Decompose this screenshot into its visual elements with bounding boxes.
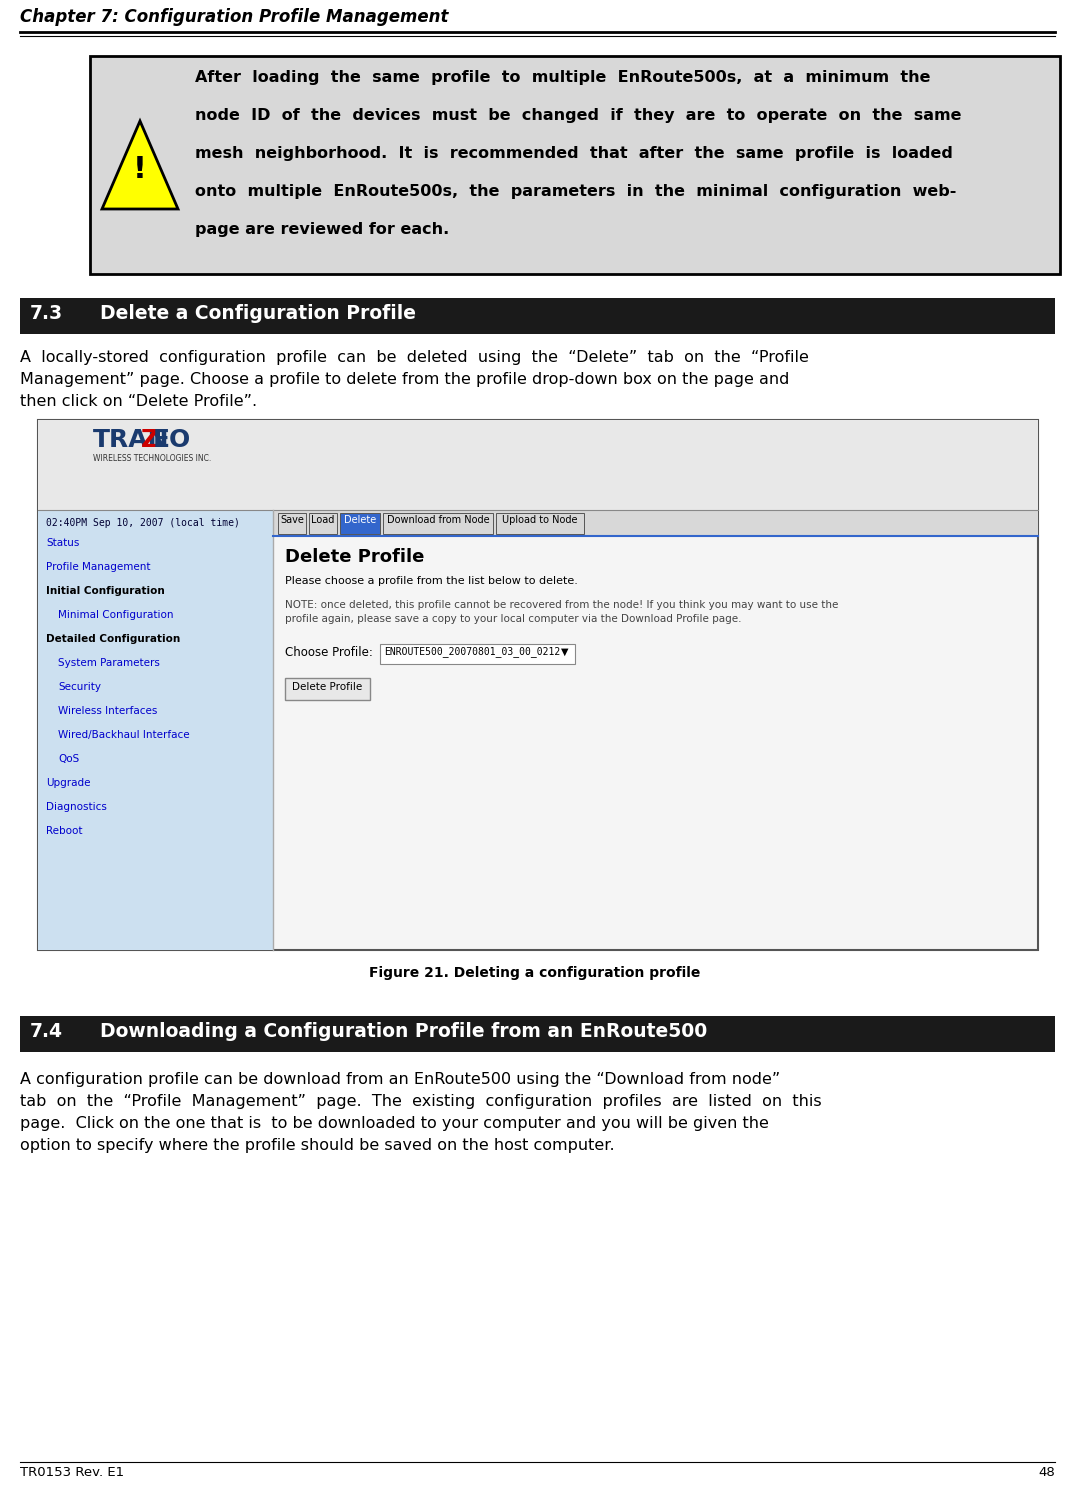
Bar xyxy=(20,298,1055,334)
Text: System Parameters: System Parameters xyxy=(58,658,160,668)
Bar xyxy=(383,513,493,534)
Text: Load: Load xyxy=(312,515,334,525)
Text: ENROUTE500_20070801_03_00_0212: ENROUTE500_20070801_03_00_0212 xyxy=(384,646,560,656)
Text: Please choose a profile from the list below to delete.: Please choose a profile from the list be… xyxy=(285,576,578,586)
Bar xyxy=(285,677,369,700)
Text: 7.3: 7.3 xyxy=(30,304,63,322)
Text: After  loading  the  same  profile  to  multiple  EnRoute500s,  at  a  minimum  : After loading the same profile to multip… xyxy=(195,70,931,85)
Text: Security: Security xyxy=(58,682,101,692)
Text: NOTE: once deleted, this profile cannot be recovered from the node! If you think: NOTE: once deleted, this profile cannot … xyxy=(285,600,839,610)
Text: WIRELESS TECHNOLOGIES INC.: WIRELESS TECHNOLOGIES INC. xyxy=(93,454,211,463)
Text: page.  Click on the one that is  to be downloaded to your computer and you will : page. Click on the one that is to be dow… xyxy=(20,1116,769,1131)
Text: Profile Management: Profile Management xyxy=(46,562,151,571)
Text: option to specify where the profile should be saved on the host computer.: option to specify where the profile shou… xyxy=(20,1138,615,1153)
Bar xyxy=(273,510,1038,536)
Text: onto  multiple  EnRoute500s,  the  parameters  in  the  minimal  configuration  : onto multiple EnRoute500s, the parameter… xyxy=(195,184,956,198)
Text: Upgrade: Upgrade xyxy=(46,777,91,788)
Text: TRAN: TRAN xyxy=(93,428,169,452)
Polygon shape xyxy=(102,121,178,209)
Bar xyxy=(380,645,575,664)
Text: Diagnostics: Diagnostics xyxy=(46,803,107,812)
Text: Delete Profile: Delete Profile xyxy=(285,548,424,565)
Bar xyxy=(37,510,273,950)
Text: EO: EO xyxy=(153,428,192,452)
Bar xyxy=(20,1016,1055,1052)
Bar xyxy=(340,513,380,534)
Text: then click on “Delete Profile”.: then click on “Delete Profile”. xyxy=(20,394,257,409)
Text: TR0153 Rev. E1: TR0153 Rev. E1 xyxy=(20,1467,124,1479)
Text: Choose Profile:: Choose Profile: xyxy=(285,646,373,659)
Text: page are reviewed for each.: page are reviewed for each. xyxy=(195,222,449,237)
Text: ▼: ▼ xyxy=(561,648,569,656)
Text: Initial Configuration: Initial Configuration xyxy=(46,586,165,595)
Text: Z: Z xyxy=(141,428,160,452)
Bar xyxy=(37,421,1038,510)
Text: Upload to Node: Upload to Node xyxy=(502,515,577,525)
Bar xyxy=(310,513,337,534)
Text: A configuration profile can be download from an EnRoute500 using the “Download f: A configuration profile can be download … xyxy=(20,1071,781,1088)
Text: Delete a Configuration Profile: Delete a Configuration Profile xyxy=(100,304,416,322)
Text: 7.4: 7.4 xyxy=(30,1022,63,1041)
Text: Wireless Interfaces: Wireless Interfaces xyxy=(58,706,157,716)
Text: mesh  neighborhood.  It  is  recommended  that  after  the  same  profile  is  l: mesh neighborhood. It is recommended tha… xyxy=(195,146,953,161)
Text: Reboot: Reboot xyxy=(46,827,82,836)
Bar xyxy=(90,57,1060,275)
Text: node  ID  of  the  devices  must  be  changed  if  they  are  to  operate  on  t: node ID of the devices must be changed i… xyxy=(195,107,962,122)
Bar xyxy=(496,513,584,534)
Text: QoS: QoS xyxy=(58,753,79,764)
Bar xyxy=(278,513,306,534)
Text: !: ! xyxy=(133,155,147,184)
Text: A  locally-stored  configuration  profile  can  be  deleted  using  the  “Delete: A locally-stored configuration profile c… xyxy=(20,351,809,366)
Text: Minimal Configuration: Minimal Configuration xyxy=(58,610,174,621)
Text: Download from Node: Download from Node xyxy=(387,515,489,525)
Text: Downloading a Configuration Profile from an EnRoute500: Downloading a Configuration Profile from… xyxy=(100,1022,707,1041)
Text: Save: Save xyxy=(280,515,304,525)
Text: Wired/Backhaul Interface: Wired/Backhaul Interface xyxy=(58,730,190,740)
Text: Delete Profile: Delete Profile xyxy=(292,682,362,692)
Text: Status: Status xyxy=(46,539,79,548)
Text: 02:40PM Sep 10, 2007 (local time): 02:40PM Sep 10, 2007 (local time) xyxy=(46,518,240,528)
Text: Management” page. Choose a profile to delete from the profile drop-down box on t: Management” page. Choose a profile to de… xyxy=(20,372,789,386)
Bar xyxy=(37,421,1038,950)
Text: profile again, please save a copy to your local computer via the Download Profil: profile again, please save a copy to you… xyxy=(285,615,741,624)
Text: 48: 48 xyxy=(1038,1467,1055,1479)
Text: Figure 21. Deleting a configuration profile: Figure 21. Deleting a configuration prof… xyxy=(369,965,700,980)
Text: Detailed Configuration: Detailed Configuration xyxy=(46,634,180,645)
Text: Chapter 7: Configuration Profile Management: Chapter 7: Configuration Profile Managem… xyxy=(20,7,449,25)
Text: tab  on  the  “Profile  Management”  page.  The  existing  configuration  profil: tab on the “Profile Management” page. Th… xyxy=(20,1094,821,1109)
Text: Delete: Delete xyxy=(344,515,376,525)
